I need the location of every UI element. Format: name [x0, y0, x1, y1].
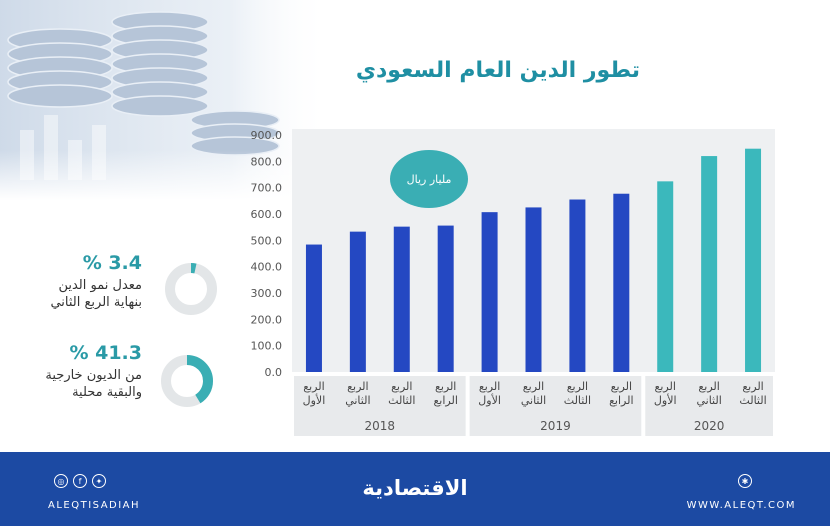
bar — [569, 199, 586, 372]
bar — [437, 225, 454, 372]
stat-growth: % 3.4 معدل نمو الدين بنهاية الربع الثاني — [0, 252, 230, 322]
facebook-icon[interactable]: f — [73, 474, 87, 488]
chart-title: تطور الدين العام السعودي — [355, 58, 640, 83]
y-tick-label: 700.0 — [251, 182, 283, 195]
category-label: الربع — [391, 380, 412, 393]
year-label: 2020 — [694, 419, 725, 433]
coins-background-image — [0, 0, 330, 200]
y-tick-label: 500.0 — [251, 234, 283, 247]
category-label: الأول — [303, 393, 326, 407]
social-icons: ◎ f ✦ — [54, 474, 106, 488]
unit-badge: مليار ريال — [390, 150, 468, 208]
brand-logo: الاقتصادية — [362, 476, 468, 500]
y-tick-label: 0.0 — [265, 366, 283, 379]
year-label: 2019 — [540, 419, 571, 433]
stat-external-debt: % 41.3 من الديون خارجية والبقية محلية — [0, 342, 230, 412]
category-label: الربع — [567, 380, 588, 393]
y-tick-label: 800.0 — [251, 155, 283, 168]
category-label: الربع — [303, 380, 324, 393]
category-label: الثاني — [521, 394, 546, 407]
stat-growth-line1: معدل نمو الدين — [58, 278, 142, 293]
bar — [745, 148, 762, 372]
stat-growth-line2: بنهاية الربع الثاني — [50, 295, 142, 310]
bar — [349, 231, 366, 372]
category-label: الثالث — [739, 394, 766, 407]
category-label: الربع — [655, 380, 676, 393]
bar — [657, 181, 674, 372]
category-label: الأول — [654, 393, 677, 407]
bar — [525, 207, 542, 372]
category-label: الرابع — [433, 394, 457, 407]
stat-external-debt-line1: من الديون خارجية — [45, 368, 142, 383]
website-link[interactable]: WWW.ALEQT.COM — [686, 500, 796, 511]
bar — [701, 156, 718, 372]
footer-bar: ◎ f ✦ ALEQTISADIAH الاقتصادية ✱ WWW.ALEQ… — [0, 452, 830, 526]
stat-external-debt-label: من الديون خارجية والبقية محلية — [45, 367, 142, 401]
instagram-icon[interactable]: ◎ — [54, 474, 68, 488]
bar — [305, 244, 322, 372]
category-label: الربع — [347, 380, 368, 393]
bar-chart: 0.0 100.0 200.0 300.0 400.0 500.0 600.0 700.0 80… — [251, 129, 775, 436]
y-tick-label: 600.0 — [251, 208, 283, 221]
category-label: الربع — [611, 380, 632, 393]
stat-growth-ring — [165, 263, 217, 315]
category-label: الربع — [435, 380, 456, 393]
y-tick-label: 300.0 — [251, 287, 283, 300]
y-tick-label: 200.0 — [251, 313, 283, 326]
year-label: 2018 — [365, 419, 396, 433]
bar — [481, 212, 498, 372]
website-icon: ✱ — [738, 474, 752, 488]
category-label: الربع — [523, 380, 544, 393]
y-tick-label: 400.0 — [251, 261, 283, 274]
y-tick-label: 100.0 — [251, 340, 283, 353]
stat-external-debt-line2: والبقية محلية — [72, 385, 142, 400]
category-label: الثاني — [345, 394, 370, 407]
stat-growth-percent: % 3.4 — [82, 252, 142, 274]
year-group-background — [645, 376, 773, 436]
category-label: الربع — [742, 380, 763, 393]
stat-growth-label: معدل نمو الدين بنهاية الربع الثاني — [50, 277, 142, 311]
year-group-background — [294, 376, 466, 436]
category-label: الثالث — [564, 394, 591, 407]
category-label: الثالث — [388, 394, 415, 407]
bar — [393, 226, 410, 372]
stat-external-debt-ring — [161, 355, 213, 407]
twitter-icon[interactable]: ✦ — [92, 474, 106, 488]
category-label: الأول — [478, 393, 501, 407]
social-handle[interactable]: ALEQTISADIAH — [48, 500, 141, 511]
category-label: الربع — [698, 380, 719, 393]
y-tick-label: 900.0 — [251, 129, 283, 142]
category-label: الثاني — [696, 394, 721, 407]
bar — [613, 193, 630, 372]
year-group-background — [469, 376, 642, 436]
category-label: الربع — [479, 380, 500, 393]
stat-external-debt-percent: % 41.3 — [69, 342, 142, 364]
category-label: الرابع — [609, 394, 633, 407]
